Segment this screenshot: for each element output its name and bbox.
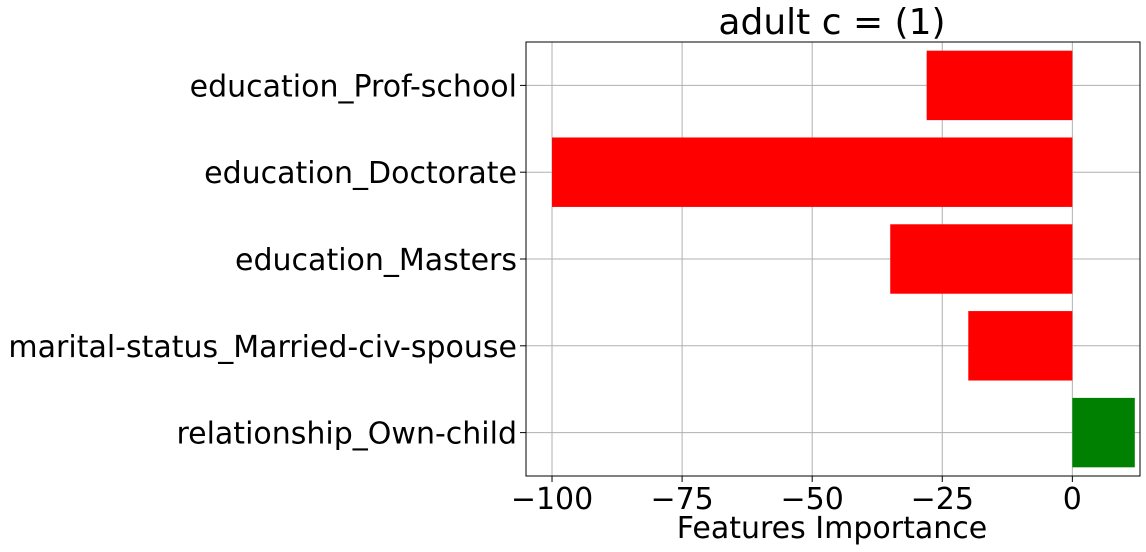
y-axis-ticks: education_Prof-school education_Doctorate… [8,69,526,452]
y-tick-label: marital-status_Married-civ-spouse [8,330,517,365]
bar [926,50,1073,121]
x-tick-label: −75 [650,482,713,517]
x-tick-label: 0 [1063,482,1082,517]
bar [968,311,1073,381]
y-tick-label: education_Prof-school [190,69,517,104]
bar [1072,397,1135,468]
chart-title: adult c = (1) [718,2,945,43]
bar [552,137,1073,207]
y-tick-label: education_Masters [235,243,517,278]
y-tick-label: education_Doctorate [204,156,517,191]
y-tick-label: relationship_Own-child [176,417,517,452]
bars [552,50,1135,468]
x-tick-label: −50 [781,482,844,517]
x-axis-label: Features Importance [677,511,987,546]
x-tick-label: −100 [511,482,593,517]
x-tick-label: −25 [911,482,974,517]
bar [890,224,1073,294]
x-axis-ticks: −100 −75 −50 −25 0 [511,476,1082,517]
